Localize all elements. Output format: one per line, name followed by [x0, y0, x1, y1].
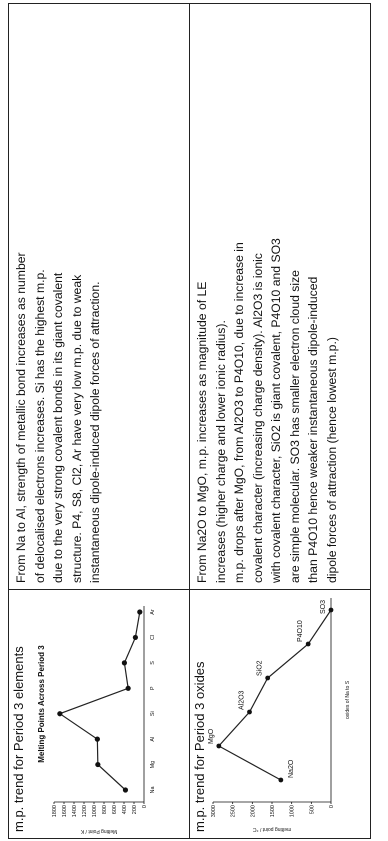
description-line: with covalent character, SiO2 is giant c…	[269, 238, 283, 583]
x-tick-label: Al	[150, 737, 156, 742]
chart-elements: Melting Points Across Period 3 0 200 400 600…	[37, 606, 156, 834]
description-line: are simple molecular. SO3 has smaller el…	[287, 270, 302, 583]
x-tick-label: Si	[150, 711, 156, 716]
description-text: From Na2O to MgO, m.p. increases as magn…	[193, 10, 341, 583]
y-tick-label: 2000	[250, 805, 256, 817]
description-line: instantaneous dipole-induced dipole forc…	[88, 281, 102, 584]
data-point	[216, 743, 222, 749]
y-tick-label: 0	[142, 805, 148, 808]
data-point	[137, 609, 143, 615]
y-tick-label: 1000	[290, 805, 296, 817]
x-tick-label: Na	[150, 786, 156, 794]
data-point	[278, 777, 284, 783]
table-row: m.p. trend for Period 3 oxides 0 500 1000 1…	[189, 3, 371, 839]
y-tick-label: 500	[309, 805, 315, 814]
y-tick-label: 2500	[231, 805, 237, 817]
trend-table: m.p. trend for Period 3 elements Melting…	[8, 3, 371, 839]
x-tick-label: Ar	[150, 609, 156, 615]
description-line: From Na to Al, strength of metallic bond…	[14, 252, 28, 583]
description-cell: From Na to Al, strength of metallic bond…	[8, 3, 190, 590]
y-tick-label: 400	[122, 805, 128, 814]
description-line: of delocalised electrons increases. Si h…	[32, 269, 47, 583]
chart-title: Melting Points Across Period 3	[37, 645, 46, 763]
y-tick-label: 0	[329, 805, 335, 808]
description-line: structure. P4, S8, Cl2, Ar have very low…	[69, 274, 84, 583]
data-point	[57, 711, 63, 717]
series-line	[58, 611, 141, 791]
label-cell: m.p. trend for Period 3 oxides 0 500 1000 1…	[189, 589, 371, 839]
description-line: From Na2O to MgO, m.p. increases as magn…	[195, 281, 209, 583]
point-label: P4O10	[297, 620, 304, 642]
x-tick-label: Cl	[150, 635, 156, 640]
data-point	[94, 736, 100, 742]
description-line: due to the very strong covalent bonds in…	[51, 272, 65, 583]
x-tick-label: Mg	[150, 761, 156, 769]
series-line	[217, 609, 332, 781]
point-label: SiO2	[257, 660, 264, 676]
point-label: MgO	[208, 728, 215, 744]
description-line: dipole forces of attraction (hence lowes…	[324, 337, 339, 583]
y-tick-label: 3000	[211, 805, 217, 817]
description-cell: From Na2O to MgO, m.p. increases as magn…	[189, 3, 371, 590]
description-line: covalent character (increasing charge de…	[250, 253, 265, 583]
y-axis-label: melting point / °C	[253, 826, 292, 832]
row-title: m.p. trend for Period 3 oxides	[192, 661, 207, 832]
row-title: m.p. trend for Period 3 elements	[11, 646, 26, 832]
point-label: Na2O	[288, 759, 295, 778]
point-label: Al2O3	[239, 690, 246, 710]
data-point	[247, 709, 252, 715]
data-point	[132, 634, 139, 641]
description-text: From Na to Al, strength of metallic bond…	[12, 10, 105, 583]
chart-elements-box: Melting Points Across Period 3 0 200 400 600…	[26, 590, 189, 838]
y-tick-label: 200	[132, 805, 138, 814]
data-point	[95, 761, 101, 768]
y-tick-label: 1500	[270, 805, 276, 817]
y-tick-label: 1800	[52, 805, 58, 817]
y-tick-label: 1000	[92, 805, 98, 817]
x-tick-label: S	[150, 661, 156, 665]
data-point	[121, 660, 128, 666]
y-tick-label: 1200	[82, 805, 88, 817]
description-line: increases (higher charge and lower ionic…	[213, 320, 228, 583]
label-cell: m.p. trend for Period 3 elements Melting…	[8, 589, 190, 839]
data-point	[125, 685, 131, 691]
chart-oxides: 0 500 1000 1500 2000 2500 3000 melting point / …	[208, 598, 351, 832]
x-tick-label: P	[150, 686, 156, 690]
data-point	[122, 787, 129, 793]
description-line: m.p. drops after MgO, from Al2O3 to P4O1…	[232, 242, 246, 583]
y-tick-label: 800	[102, 805, 108, 814]
y-axis-label: Melting Point / K	[80, 828, 117, 834]
table-row: m.p. trend for Period 3 elements Melting…	[8, 3, 190, 839]
y-tick-label: 1600	[62, 805, 68, 817]
data-point	[328, 607, 334, 613]
data-point	[305, 641, 311, 647]
chart-oxides-box: 0 500 1000 1500 2000 2500 3000 melting point / …	[207, 590, 370, 838]
data-point	[265, 675, 271, 681]
x-axis-label: oxides of Na to S	[345, 680, 351, 719]
point-label: SO3	[320, 600, 327, 614]
y-tick-label: 600	[112, 805, 118, 814]
y-tick-label: 1400	[72, 805, 78, 817]
description-line: than P4O10 hence weaker instantaneous di…	[306, 276, 320, 583]
